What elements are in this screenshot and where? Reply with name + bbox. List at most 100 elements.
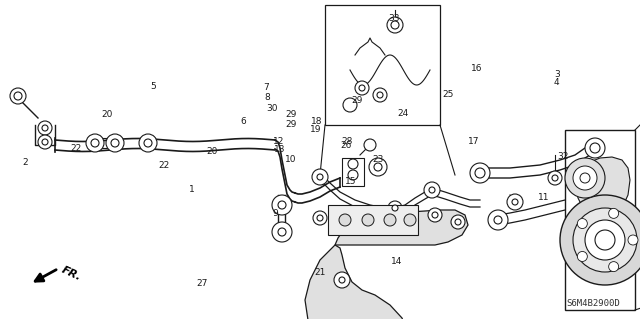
Circle shape	[106, 134, 124, 152]
Text: 7: 7	[263, 83, 268, 92]
Circle shape	[317, 215, 323, 221]
Circle shape	[432, 212, 438, 218]
Circle shape	[577, 219, 588, 228]
Polygon shape	[575, 157, 630, 218]
Circle shape	[272, 195, 292, 215]
Circle shape	[577, 251, 588, 262]
Text: 19: 19	[310, 125, 321, 134]
Circle shape	[573, 208, 637, 272]
Text: 1: 1	[189, 185, 195, 194]
Text: 18: 18	[311, 117, 323, 126]
Circle shape	[42, 139, 48, 145]
Bar	[342, 158, 364, 186]
Text: 20: 20	[102, 110, 113, 119]
Circle shape	[374, 163, 382, 171]
Circle shape	[339, 277, 345, 283]
Circle shape	[580, 173, 590, 183]
Circle shape	[388, 201, 402, 215]
Text: 29: 29	[285, 120, 297, 129]
Text: 33: 33	[388, 14, 399, 23]
Text: 32: 32	[557, 152, 569, 161]
Text: 20: 20	[207, 147, 218, 156]
Circle shape	[348, 159, 358, 169]
Text: 10: 10	[285, 155, 297, 164]
Circle shape	[628, 235, 638, 245]
Circle shape	[348, 170, 358, 180]
Text: 11: 11	[538, 193, 550, 202]
Text: 9: 9	[273, 209, 278, 218]
Circle shape	[512, 199, 518, 205]
Circle shape	[272, 222, 292, 242]
Circle shape	[428, 208, 442, 222]
Circle shape	[455, 219, 461, 225]
Text: 12: 12	[273, 137, 284, 146]
Circle shape	[369, 158, 387, 176]
Text: 25: 25	[442, 90, 454, 99]
Circle shape	[278, 201, 286, 209]
Circle shape	[388, 211, 402, 225]
Text: 5: 5	[151, 82, 156, 91]
Circle shape	[38, 121, 52, 135]
Text: 13: 13	[274, 145, 285, 154]
Text: 3: 3	[554, 70, 559, 79]
Text: 15: 15	[345, 177, 356, 186]
Circle shape	[144, 139, 152, 147]
Text: 17: 17	[468, 137, 479, 146]
Circle shape	[565, 158, 605, 198]
Circle shape	[352, 225, 358, 231]
Text: 26: 26	[340, 141, 351, 150]
Circle shape	[313, 211, 327, 225]
Circle shape	[451, 215, 465, 229]
Text: 24: 24	[397, 109, 409, 118]
Circle shape	[339, 214, 351, 226]
Circle shape	[494, 216, 502, 224]
Circle shape	[548, 171, 562, 185]
Circle shape	[585, 220, 625, 260]
Circle shape	[470, 163, 490, 183]
Circle shape	[42, 125, 48, 131]
Circle shape	[10, 88, 26, 104]
Text: 16: 16	[471, 64, 483, 73]
Circle shape	[609, 208, 619, 219]
Text: 4: 4	[554, 78, 559, 87]
Bar	[328, 205, 418, 235]
Circle shape	[590, 143, 600, 153]
Text: 8: 8	[265, 93, 270, 102]
Text: 6: 6	[241, 117, 246, 126]
Polygon shape	[305, 245, 408, 319]
Circle shape	[364, 139, 376, 151]
Circle shape	[560, 195, 640, 285]
Circle shape	[377, 92, 383, 98]
Circle shape	[91, 139, 99, 147]
Circle shape	[348, 221, 362, 235]
Circle shape	[312, 169, 328, 185]
Circle shape	[488, 210, 508, 230]
Circle shape	[38, 135, 52, 149]
Circle shape	[387, 17, 403, 33]
Circle shape	[14, 92, 22, 100]
Text: 27: 27	[196, 279, 208, 288]
Circle shape	[343, 98, 357, 112]
Text: FR.: FR.	[60, 265, 83, 283]
Text: 29: 29	[351, 96, 363, 105]
Circle shape	[429, 187, 435, 193]
Circle shape	[317, 174, 323, 180]
Circle shape	[609, 262, 619, 272]
Text: 21: 21	[314, 268, 326, 277]
Circle shape	[373, 88, 387, 102]
Text: 14: 14	[391, 257, 403, 266]
Text: S6M4B2900D: S6M4B2900D	[566, 299, 620, 308]
Circle shape	[424, 182, 440, 198]
Text: 23: 23	[372, 155, 383, 164]
Circle shape	[392, 215, 398, 221]
Circle shape	[355, 81, 369, 95]
Circle shape	[334, 272, 350, 288]
Circle shape	[278, 228, 286, 236]
Circle shape	[384, 214, 396, 226]
Text: 30: 30	[266, 104, 278, 113]
Text: 28: 28	[341, 137, 353, 146]
Circle shape	[595, 230, 615, 250]
Text: 22: 22	[70, 144, 81, 153]
Bar	[325, 5, 440, 125]
Circle shape	[86, 134, 104, 152]
